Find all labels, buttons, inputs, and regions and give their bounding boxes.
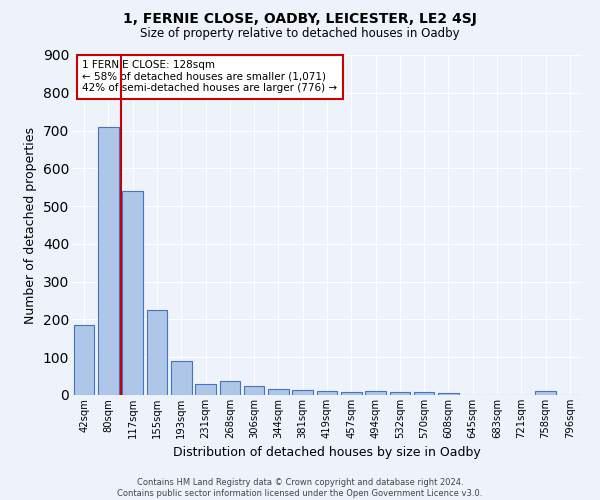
Bar bbox=[365, 391, 386, 395]
Text: 1 FERNIE CLOSE: 128sqm
← 58% of detached houses are smaller (1,071)
42% of semi-: 1 FERNIE CLOSE: 128sqm ← 58% of detached… bbox=[82, 60, 337, 94]
Bar bbox=[146, 310, 167, 395]
Bar bbox=[317, 391, 337, 395]
Bar bbox=[414, 392, 434, 395]
Text: 1, FERNIE CLOSE, OADBY, LEICESTER, LE2 4SJ: 1, FERNIE CLOSE, OADBY, LEICESTER, LE2 4… bbox=[123, 12, 477, 26]
Bar bbox=[195, 384, 216, 395]
Bar bbox=[98, 127, 119, 395]
Bar bbox=[438, 392, 459, 395]
X-axis label: Distribution of detached houses by size in Oadby: Distribution of detached houses by size … bbox=[173, 446, 481, 460]
Bar bbox=[292, 390, 313, 395]
Bar bbox=[122, 191, 143, 395]
Bar bbox=[341, 392, 362, 395]
Bar bbox=[389, 392, 410, 395]
Bar bbox=[244, 386, 265, 395]
Bar bbox=[535, 391, 556, 395]
Y-axis label: Number of detached properties: Number of detached properties bbox=[24, 126, 37, 324]
Bar bbox=[220, 380, 240, 395]
Bar bbox=[74, 325, 94, 395]
Bar bbox=[171, 361, 191, 395]
Text: Size of property relative to detached houses in Oadby: Size of property relative to detached ho… bbox=[140, 28, 460, 40]
Bar bbox=[268, 390, 289, 395]
Text: Contains HM Land Registry data © Crown copyright and database right 2024.
Contai: Contains HM Land Registry data © Crown c… bbox=[118, 478, 482, 498]
